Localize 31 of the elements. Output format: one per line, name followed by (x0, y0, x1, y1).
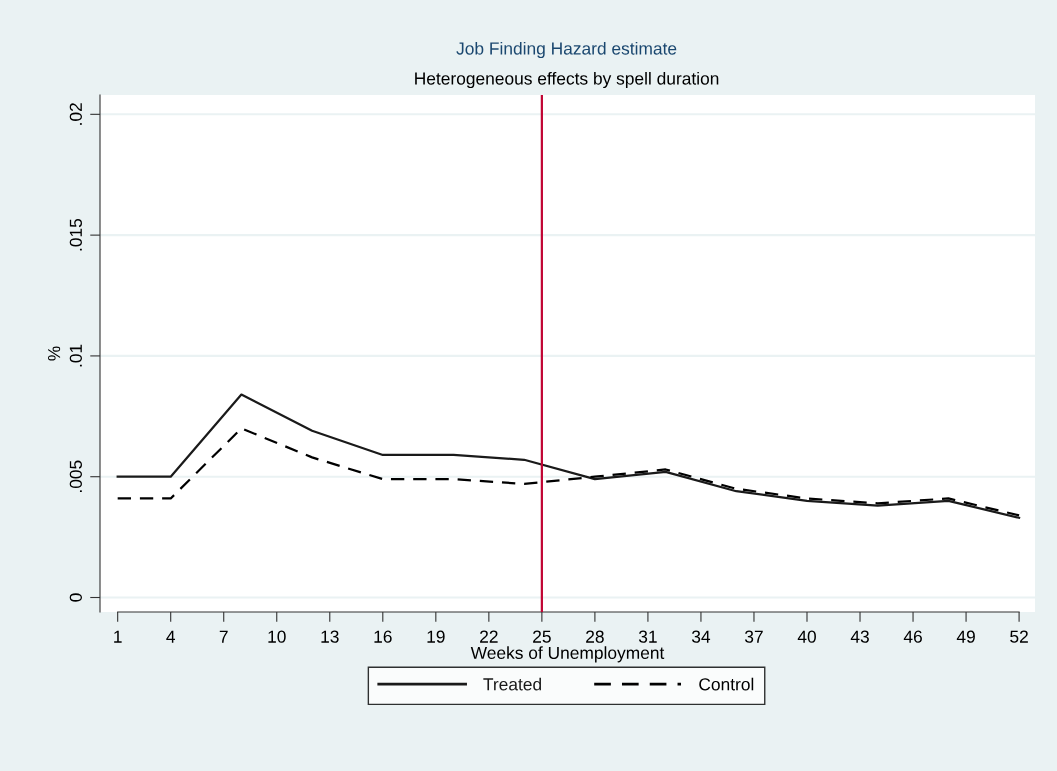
x-tick-label: 16 (374, 630, 392, 643)
x-axis-title: Weeks of Unemployment (470, 646, 665, 663)
x-tick-label: 25 (533, 630, 551, 643)
x-tick-label: 46 (903, 630, 922, 643)
x-tick-label: 52 (1010, 630, 1028, 643)
x-tick-label: 49 (956, 630, 975, 643)
x-tick-label: 10 (268, 630, 286, 643)
x-tick-label: 19 (427, 630, 445, 643)
x-tick-label: 34 (691, 630, 711, 643)
x-tick-label: 7 (219, 630, 228, 643)
x-tick-label: 13 (321, 630, 339, 643)
x-tick-label: 31 (638, 630, 657, 643)
x-tick-label: 1 (114, 630, 122, 643)
x-tick-label: 43 (850, 630, 869, 643)
x-tick-label: 37 (744, 630, 763, 643)
line-series (116, 393, 1021, 519)
y-tick-label: .015 (69, 218, 82, 251)
x-tick-label: 22 (480, 630, 498, 643)
y-axis-title: % (48, 346, 61, 361)
y-tick-label: .02 (69, 103, 82, 125)
x-tick-label: 40 (797, 630, 816, 643)
text: Treated (483, 677, 541, 691)
text: Control (699, 677, 754, 691)
chart-title: Job Finding Hazard estimate (456, 41, 677, 59)
y-tick-label: .005 (69, 460, 82, 493)
y-tick-label: .01 (69, 344, 82, 367)
chart-subtitle: Heterogeneous effects by spell duration (415, 71, 719, 89)
line-series (116, 427, 1021, 517)
x-tick-label: 28 (586, 630, 604, 643)
x-tick-label: 4 (166, 630, 176, 643)
y-tick-label: 0 (69, 593, 82, 602)
